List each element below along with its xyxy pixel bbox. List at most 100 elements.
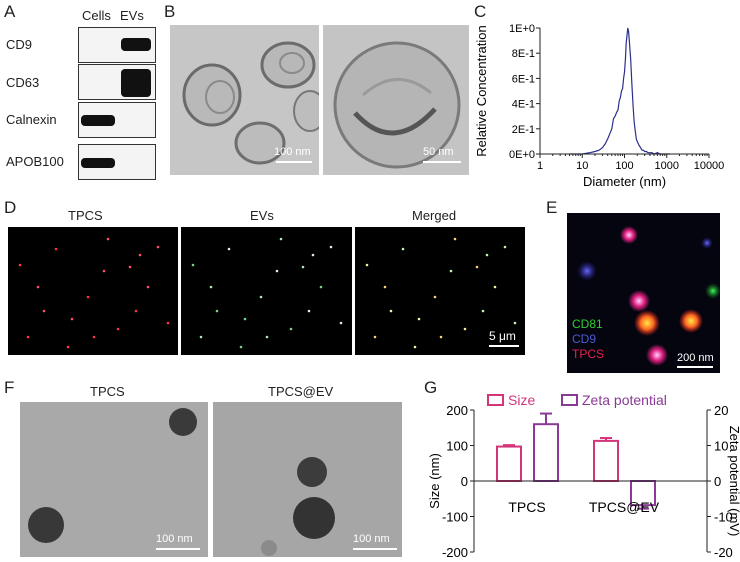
tem-image-zoom: 50 nm: [323, 25, 469, 175]
fluorescent-spot: [156, 245, 160, 249]
col-header-evs: EVs: [120, 8, 144, 23]
fluorescent-spot: [311, 253, 315, 257]
legend-label: Zeta potential: [582, 392, 667, 408]
y-axis-label-right: Zeta potential (mV): [727, 426, 740, 537]
fluorescent-spot: [36, 285, 40, 289]
tem-title-tpcs-ev: TPCS@EV: [268, 384, 334, 399]
fluorescent-spot: [259, 295, 263, 299]
fluorescent-spot: [86, 295, 90, 299]
fluorescent-spot: [453, 237, 457, 241]
y-tick-label-right: 20: [714, 403, 728, 418]
tem-image-overview: 100 nm: [170, 25, 319, 175]
y-tick-label-right: 10: [714, 439, 728, 454]
blot-band: [81, 115, 115, 126]
x-tick-label: 10: [576, 160, 588, 172]
fluorescent-spot: [449, 269, 453, 273]
scale-bar: [489, 345, 519, 347]
legend-label: Size: [508, 392, 535, 408]
fluorescent-spot: [279, 237, 283, 241]
fluorescent-spot: [439, 335, 443, 339]
blot-label-cd9: CD9: [6, 37, 33, 52]
fluorescent-spot: [116, 327, 120, 331]
fluorescent-spot: [493, 285, 497, 289]
panel-label-f: F: [4, 378, 15, 397]
legend-cd9: CD9: [572, 332, 597, 346]
fluorescent-spot: [365, 263, 369, 267]
fluorescent-spot: [373, 335, 377, 339]
tem-image-tpcs-ev: 100 nm: [213, 402, 402, 557]
y-axis-label-left: Size (nm): [427, 453, 442, 509]
fluorescent-spot: [134, 309, 138, 313]
col-header-cells: Cells: [82, 8, 111, 23]
panel-label-d: D: [4, 198, 17, 217]
legend-swatch: [487, 394, 504, 406]
bar: [533, 423, 559, 482]
blot-label-cd63: CD63: [6, 75, 40, 90]
fluorescent-spot: [401, 247, 405, 251]
tem-particles: [28, 408, 197, 543]
panel-label-g: G: [424, 378, 438, 397]
fluorescent-spot: [239, 345, 243, 349]
y-tick-label-right: -10: [714, 510, 733, 525]
fluorescent-spot: [92, 335, 96, 339]
colocalized-particles: [577, 226, 720, 366]
scale-label-100nm: 100 nm: [274, 146, 311, 158]
fluorescent-spot: [329, 245, 333, 249]
fluorescent-spot: [215, 309, 219, 313]
fluorescent-spot: [339, 321, 343, 325]
fluorescent-spot: [413, 345, 417, 349]
y-axis-label: Relative Concentration: [474, 25, 489, 157]
y-tick-label: 2E-1: [512, 124, 535, 136]
blot-row-calnexin: [78, 102, 156, 138]
fluorescent-spot: [146, 285, 150, 289]
fluorescent-spot: [433, 295, 437, 299]
fluorescent-spot: [383, 285, 387, 289]
fluor-image-evs: [181, 227, 352, 355]
tem-image-tpcs: 100 nm: [20, 402, 208, 557]
channel-legend: CD81 CD9 TPCS: [572, 317, 604, 362]
tem-single-vesicle: [333, 41, 461, 169]
scale-label-5um: 5 μm: [489, 329, 516, 343]
x-tick-label: 1000: [655, 160, 679, 172]
x-tick-label: 100: [615, 160, 633, 172]
blot-row-cd63: [78, 64, 156, 100]
x-axis-label: Diameter (nm): [583, 174, 666, 189]
y-tick-label: 4E-1: [512, 99, 535, 111]
tem-title-tpcs: TPCS: [90, 384, 125, 399]
bar: [496, 445, 522, 483]
fluorescent-spot: [42, 309, 46, 313]
panel-label-a: A: [4, 2, 16, 21]
fluorescent-spot: [191, 263, 195, 267]
blot-row-cd9: [78, 27, 156, 63]
fluorescent-spot: [70, 317, 74, 321]
y-tick-label-left: -200: [442, 545, 468, 560]
fluorescent-spot: [199, 335, 203, 339]
fluorescent-spot: [389, 309, 393, 313]
blot-row-apob100: [78, 144, 156, 180]
blot-label-apob100: APOB100: [6, 154, 64, 169]
fluorescent-spot: [485, 253, 489, 257]
scale-label-100nm-f2: 100 nm: [353, 533, 390, 545]
blot-band: [121, 38, 151, 51]
y-tick-label-left: 100: [446, 439, 468, 454]
fluor-title-tpcs: TPCS: [68, 208, 103, 223]
fluorescent-spot: [66, 345, 70, 349]
panel-label-c: C: [474, 2, 487, 21]
scale-bar: [156, 548, 200, 550]
y-tick-label-left: 200: [446, 403, 468, 418]
fluorescent-spot: [417, 317, 421, 321]
blot-band: [121, 69, 151, 97]
panel-label-b: B: [164, 2, 176, 21]
fluorescent-spot: [243, 317, 247, 321]
bar: [593, 439, 619, 482]
scale-bar: [677, 366, 713, 368]
fluorescent-spot: [265, 335, 269, 339]
fluorescent-spot: [275, 269, 279, 273]
fluorescent-spot: [319, 285, 323, 289]
fluor-title-merged: Merged: [412, 208, 457, 223]
scale-label-100nm-f1: 100 nm: [156, 533, 193, 545]
panel-label-e: E: [546, 198, 558, 217]
y-tick-label-left: -100: [442, 510, 468, 525]
x-tick-label: 10000: [694, 160, 725, 172]
fluor-image-tpcs: [8, 227, 178, 355]
